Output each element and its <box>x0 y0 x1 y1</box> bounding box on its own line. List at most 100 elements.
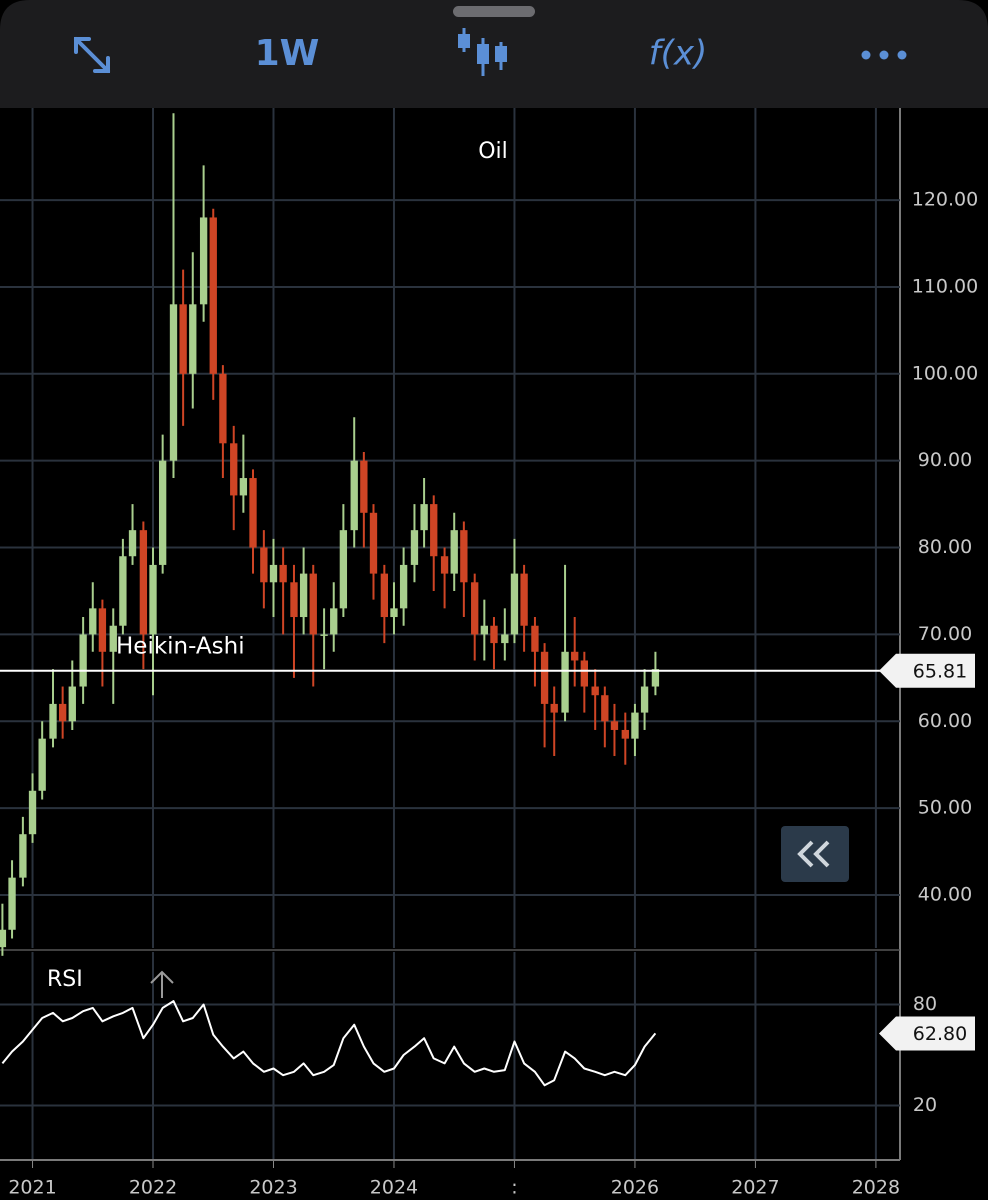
candle-body <box>550 703 558 713</box>
candle-body <box>450 530 458 574</box>
y-tick-label: 80.00 <box>918 536 972 558</box>
last-price-tag <box>879 653 975 688</box>
candle-body <box>49 703 57 739</box>
candle-body <box>279 564 287 583</box>
y-tick-label: 80 <box>913 993 937 1015</box>
candle-body <box>580 660 588 687</box>
y-tick-label: 40.00 <box>918 884 972 906</box>
x-tick-label: 2023 <box>249 1177 297 1199</box>
x-tick-label: : <box>511 1177 517 1199</box>
candle-body <box>480 625 488 635</box>
candle-body <box>571 651 579 661</box>
candle-body <box>320 634 328 636</box>
candle-body <box>38 738 46 791</box>
candle-body <box>98 608 107 652</box>
y-tick-label: 70.00 <box>918 623 972 645</box>
candle-body <box>0 929 7 948</box>
toolbar <box>0 0 988 108</box>
candle-body <box>249 478 257 548</box>
candle-body <box>299 573 308 618</box>
last-value-label: 62.80 <box>913 1023 967 1045</box>
candle-body <box>128 530 137 557</box>
candle-body <box>531 625 539 652</box>
candle-body <box>540 651 549 704</box>
candle-body <box>610 721 619 730</box>
candle-body <box>561 651 569 713</box>
candle-body <box>510 573 519 635</box>
candle-body <box>179 304 187 374</box>
candle-body <box>520 573 528 626</box>
candle-body <box>109 625 117 652</box>
candle-body <box>651 669 660 687</box>
candle-body <box>89 608 97 635</box>
candle-body <box>490 625 498 644</box>
candle-body <box>19 834 27 878</box>
more-button[interactable] <box>861 50 907 60</box>
candle-body <box>149 564 157 635</box>
drag-handle[interactable] <box>453 6 535 17</box>
x-tick-label: 2022 <box>129 1177 177 1199</box>
last-value-tag <box>879 1016 975 1051</box>
y-tick-label: 120.00 <box>912 189 978 211</box>
candle-body <box>621 729 629 739</box>
candle-body <box>169 304 178 461</box>
candle-body <box>230 443 238 496</box>
candle-body <box>601 695 609 722</box>
x-tick-label: 2024 <box>370 1177 418 1199</box>
candle-body <box>369 512 378 574</box>
y-tick-label: 60.00 <box>918 710 972 732</box>
candle-body <box>139 530 148 635</box>
candle-body <box>8 877 16 930</box>
y-tick-label: 50.00 <box>918 797 972 819</box>
y-tick-label: 110.00 <box>912 275 978 297</box>
candle-body <box>309 573 317 635</box>
candle-body <box>631 712 639 739</box>
candle-body <box>460 530 468 583</box>
candle-body <box>430 504 438 557</box>
candle-body <box>68 686 76 722</box>
candle-body <box>591 686 599 696</box>
scroll-back-button[interactable] <box>781 826 849 882</box>
y-tick-label: 100.00 <box>912 362 978 384</box>
x-tick-label: 2026 <box>611 1177 659 1199</box>
candle-body <box>420 504 428 531</box>
candle-body <box>158 460 167 565</box>
y-tick-label: 90.00 <box>918 449 972 471</box>
candle-body <box>330 608 338 635</box>
rsi-line <box>1 1000 657 1087</box>
candle-body <box>219 373 227 444</box>
candle-body <box>260 547 268 583</box>
candle-body <box>399 564 408 609</box>
candle-body <box>640 686 649 713</box>
x-tick-label: 2027 <box>731 1177 779 1199</box>
interval-button[interactable]: 1W <box>255 33 320 74</box>
indicator-label: RSI <box>47 967 83 992</box>
candle-body <box>339 530 348 609</box>
chart-title: Oil <box>478 139 508 164</box>
candle-body <box>440 556 449 574</box>
chart-type-button[interactable] <box>458 28 507 76</box>
x-tick-label: 2028 <box>852 1177 900 1199</box>
plot-area: 2021 2022 2023 2024: 2026 2027 2028 40.00 50.00 6… <box>0 108 978 1199</box>
candle-body <box>119 556 127 626</box>
candle-body <box>269 564 278 583</box>
expand-button[interactable] <box>74 37 110 73</box>
indicator-label: Heikin-Ashi <box>116 634 245 660</box>
x-tick-label: 2021 <box>8 1177 56 1199</box>
candle-body <box>410 530 419 565</box>
candle-body <box>471 582 479 635</box>
candle-body <box>79 634 87 687</box>
candle-body <box>350 460 358 531</box>
candle-body <box>199 217 208 305</box>
candle-body <box>390 608 398 618</box>
y-tick-label: 20 <box>913 1094 937 1116</box>
functions-button[interactable]: f(x) <box>649 34 708 74</box>
candle-body <box>189 304 197 374</box>
candle-body <box>209 217 217 374</box>
indicator-up-arrow[interactable] <box>150 970 174 998</box>
candle-body <box>28 790 37 835</box>
candle-body <box>290 582 298 618</box>
candle-body <box>501 634 509 644</box>
candle-body <box>58 703 67 722</box>
